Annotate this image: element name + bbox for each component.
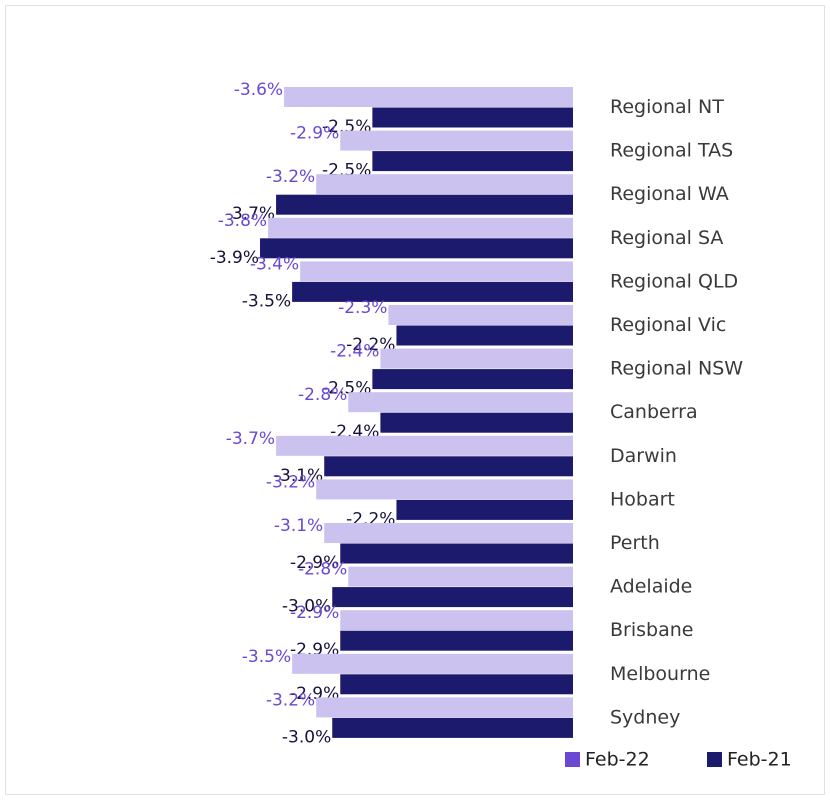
- value-label: -3.1%: [274, 466, 323, 486]
- legend-swatch: [707, 752, 722, 767]
- bar: [340, 130, 573, 151]
- category-label: Regional NSW: [610, 358, 743, 380]
- bar: [316, 479, 573, 500]
- legend-label: Feb-21: [727, 749, 792, 771]
- value-label: -3.2%: [266, 690, 315, 710]
- value-label: -2.9%: [290, 124, 339, 144]
- bar: [372, 369, 573, 390]
- category-label: Regional TAS: [610, 140, 733, 162]
- value-label: -2.8%: [298, 385, 347, 405]
- bar: [396, 499, 573, 520]
- value-label: -3.5%: [242, 647, 291, 667]
- category-label: Sydney: [610, 706, 680, 728]
- value-label: -2.3%: [338, 298, 387, 318]
- category-label: Regional NT: [610, 96, 724, 118]
- bar: [340, 630, 573, 651]
- value-label: -3.1%: [274, 516, 323, 536]
- bar: [332, 717, 573, 738]
- bar: [276, 194, 573, 215]
- bar: [380, 348, 573, 369]
- value-label: -3.8%: [218, 211, 267, 231]
- legend-label: Feb-22: [585, 749, 650, 771]
- value-label: -2.4%: [330, 342, 379, 362]
- bar: [316, 174, 573, 195]
- value-label: -3.6%: [234, 80, 283, 100]
- bar: [380, 412, 573, 433]
- bar: [324, 456, 573, 477]
- category-label: Regional WA: [610, 183, 729, 205]
- category-label: Regional SA: [610, 227, 723, 249]
- value-label: -3.7%: [226, 429, 275, 449]
- value-label: -2.8%: [298, 560, 347, 580]
- value-label: -3.0%: [282, 727, 331, 747]
- bar: [372, 151, 573, 172]
- bar: [292, 653, 573, 674]
- category-label: Melbourne: [610, 663, 710, 685]
- category-label: Perth: [610, 532, 660, 554]
- value-label: -3.2%: [266, 167, 315, 187]
- bar: [372, 107, 573, 128]
- bar: [388, 305, 573, 325]
- legend-swatch: [565, 752, 580, 767]
- value-label: -3.0%: [282, 597, 331, 617]
- category-label: Brisbane: [610, 619, 693, 641]
- value-label: -3.2%: [266, 472, 315, 492]
- value-label: -2.9%: [290, 553, 339, 573]
- bar: [292, 281, 573, 302]
- value-label: -3.4%: [250, 254, 299, 274]
- bar: [276, 435, 573, 456]
- category-label: Darwin: [610, 445, 677, 467]
- category-label: Canberra: [610, 401, 698, 423]
- category-label: Regional QLD: [610, 270, 738, 292]
- bar: [340, 610, 573, 631]
- bar: [300, 261, 573, 282]
- bar: [268, 217, 573, 238]
- bar: [316, 697, 573, 718]
- bar: [340, 543, 573, 564]
- bar: [340, 674, 573, 695]
- bar: [396, 325, 573, 346]
- bar: [348, 566, 573, 587]
- bar: [284, 87, 573, 107]
- bar: [260, 238, 573, 259]
- category-label: Adelaide: [610, 576, 692, 598]
- value-label: -2.9%: [290, 603, 339, 623]
- value-label: -3.9%: [210, 248, 259, 268]
- bar: [348, 392, 573, 413]
- category-label: Hobart: [610, 488, 675, 510]
- bar: [324, 523, 573, 543]
- bar: [332, 587, 573, 608]
- category-label: Regional Vic: [610, 314, 726, 336]
- value-label: -3.7%: [226, 204, 275, 224]
- value-label: -3.5%: [242, 291, 291, 311]
